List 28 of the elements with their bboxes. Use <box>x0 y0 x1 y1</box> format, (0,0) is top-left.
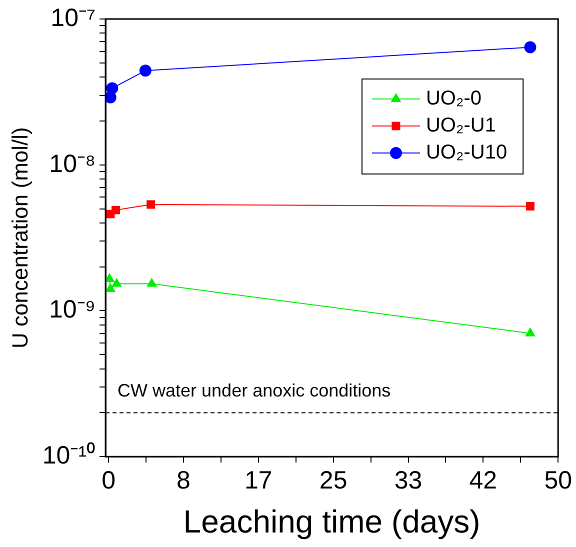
point <box>112 206 120 214</box>
legend-label: UO₂-0 <box>426 88 482 110</box>
y-tick-label: 10⁻⁷ <box>50 4 96 32</box>
x-tick-label: 50 <box>544 466 572 494</box>
legend-label: UO₂-U10 <box>426 142 508 164</box>
y-tick-label: 10⁻⁸ <box>49 150 96 178</box>
point <box>106 273 115 282</box>
x-tick-label: 0 <box>102 466 116 494</box>
point <box>106 82 118 94</box>
y-axis-title: U concentration (mol/l) <box>7 127 32 348</box>
y-tick-label: 10⁻¹⁰ <box>42 441 96 470</box>
point <box>146 200 156 209</box>
x-tick-label: 33 <box>394 466 422 494</box>
x-tick-label: 17 <box>244 466 272 494</box>
x-tick-label: 25 <box>319 466 348 494</box>
y-tick-label: 10⁻⁹ <box>49 296 96 324</box>
legend-label: UO₂-U1 <box>426 114 496 137</box>
x-tick-label: 8 <box>176 466 190 494</box>
point <box>524 41 536 54</box>
x-tick-label: 42 <box>469 466 498 494</box>
point <box>139 64 152 77</box>
point <box>525 327 536 336</box>
point <box>526 202 534 211</box>
point <box>106 282 116 292</box>
point <box>111 278 122 287</box>
ref-line-label: CW water under anoxic conditions <box>118 380 391 401</box>
x-axis-title: Leaching time (days) <box>183 504 480 540</box>
point <box>146 278 157 287</box>
